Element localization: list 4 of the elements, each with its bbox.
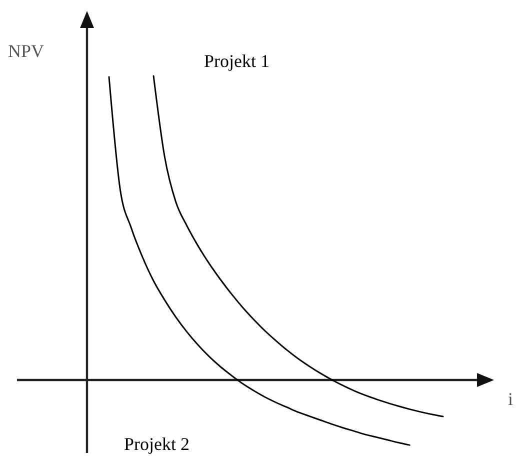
text: Projekt 1: [204, 51, 270, 71]
annotation: Projekt 2: [124, 434, 190, 454]
y-axis-title: NPV: [8, 41, 44, 61]
x-axis-title: i: [508, 389, 514, 409]
